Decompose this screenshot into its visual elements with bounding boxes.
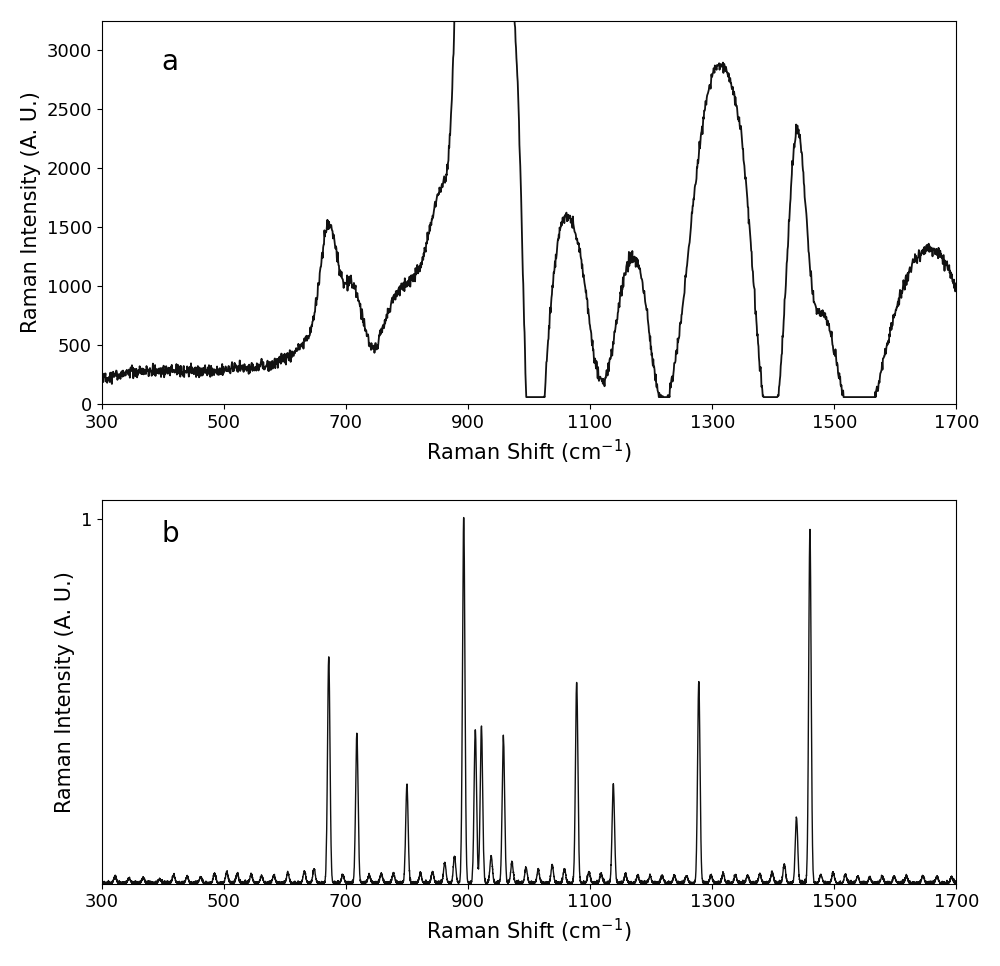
Text: b: b [161,520,179,548]
X-axis label: Raman Shift (cm$^{-1}$): Raman Shift (cm$^{-1}$) [426,438,632,466]
X-axis label: Raman Shift (cm$^{-1}$): Raman Shift (cm$^{-1}$) [426,917,632,945]
Text: a: a [161,47,178,75]
Y-axis label: Raman Intensity (A. U.): Raman Intensity (A. U.) [21,92,41,333]
Y-axis label: Raman Intensity (A. U.): Raman Intensity (A. U.) [55,571,75,813]
